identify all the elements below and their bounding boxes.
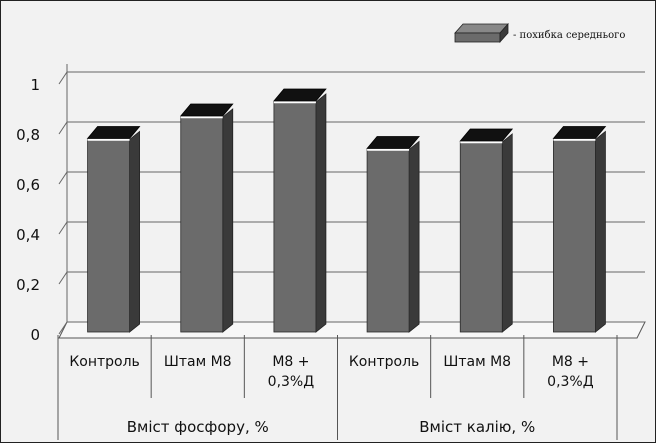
y-tick-label: 1 [30, 76, 40, 94]
legend-swatch [454, 32, 501, 43]
y-tick-label: 0 [30, 326, 40, 344]
legend-swatch-side [499, 22, 509, 44]
error-cap [366, 136, 420, 149]
x-tick-label: 0,3%Д [268, 374, 315, 390]
gridline-depth [58, 171, 68, 185]
bar-side [315, 93, 327, 333]
x-tick-label: Контроль [349, 354, 419, 370]
gridline-depth [58, 271, 68, 285]
gridline-depth [58, 121, 68, 135]
legend-swatch-top [454, 23, 509, 34]
bar-side [129, 130, 140, 333]
y-tick-label: 0,8 [16, 126, 40, 144]
y-tick-label: 0,6 [16, 176, 40, 194]
error-cap [86, 126, 141, 139]
bar-side [501, 133, 513, 333]
x-tick-label: 0,3%Д [547, 374, 594, 390]
error-cap [273, 88, 327, 102]
bar [273, 101, 317, 333]
bar [180, 116, 224, 333]
gridline-depth [58, 221, 68, 235]
error-cap [179, 103, 234, 117]
bar [553, 139, 596, 333]
group-label: Вміст фосфору, % [127, 418, 269, 436]
bar [366, 149, 410, 333]
x-tick-label: М8 + [272, 354, 309, 370]
bar [87, 139, 130, 333]
gridline-depth [58, 71, 68, 85]
y-tick-label: 0,2 [16, 276, 40, 294]
x-tick-label: М8 + [552, 354, 589, 370]
y-tick-label: 0,4 [16, 226, 40, 244]
bar-side [408, 140, 420, 333]
gridline-depth [58, 321, 68, 335]
bar-side [595, 130, 606, 333]
error-cap [459, 128, 514, 142]
x-tick-label: Контроль [69, 354, 139, 370]
x-tick-label: Штам М8 [164, 354, 232, 370]
bar-side [222, 108, 234, 333]
x-tick-label: Штам М8 [443, 354, 511, 370]
error-cap [552, 126, 607, 139]
legend-label: - похибка середнього [513, 30, 625, 41]
bar [459, 141, 503, 333]
group-label: Вміст калію, % [419, 418, 535, 436]
